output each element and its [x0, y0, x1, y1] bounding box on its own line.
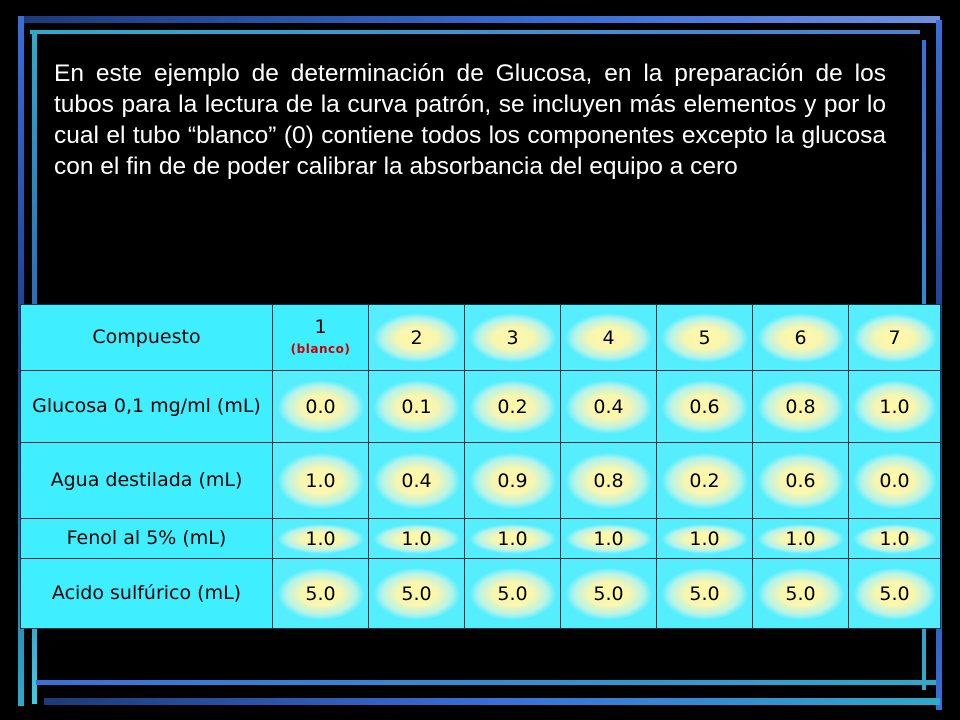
table-cell: 0.1	[368, 370, 465, 443]
frame-bottom-bar	[36, 680, 936, 685]
table-cell: 1.0	[848, 370, 941, 443]
table-cell: 1.0	[656, 518, 753, 559]
tube-1-number: 1	[314, 315, 327, 338]
header-tube: 3	[464, 304, 561, 371]
table-header-row: Compuesto 1 (blanco) 2 3 4 5 6 7	[20, 304, 941, 371]
table-cell: 0.0	[272, 370, 369, 443]
frame-top-bar-inner	[30, 30, 920, 34]
header-tube: 6	[752, 304, 849, 371]
table-cell: 1.0	[272, 518, 369, 559]
table-cell: 0.8	[752, 370, 849, 443]
table-cell: 5.0	[656, 558, 753, 629]
table-cell: 0.0	[848, 442, 941, 519]
table-cell: 0.2	[464, 370, 561, 443]
table-cell: 5.0	[272, 558, 369, 629]
table-row-agua: Agua destilada (mL) 1.0 0.4 0.9 0.8 0.2 …	[20, 442, 941, 519]
frame-top-bar	[18, 16, 940, 23]
table-row-acido: Acido sulfúrico (mL) 5.0 5.0 5.0 5.0 5.0…	[20, 558, 941, 629]
row-label: Fenol al 5% (mL)	[20, 518, 273, 559]
table-cell: 1.0	[464, 518, 561, 559]
table-cell: 0.4	[368, 442, 465, 519]
table-cell: 0.9	[464, 442, 561, 519]
table-cell: 1.0	[560, 518, 657, 559]
blanco-note: (blanco)	[290, 341, 351, 356]
header-tube-1: 1 (blanco)	[272, 304, 369, 371]
table-cell: 1.0	[848, 518, 941, 559]
row-label: Acido sulfúrico (mL)	[20, 558, 273, 629]
header-tube: 7	[848, 304, 941, 371]
table-row-glucosa: Glucosa 0,1 mg/ml (mL) 0.0 0.1 0.2 0.4 0…	[20, 370, 941, 443]
table-cell: 0.6	[656, 370, 753, 443]
row-label: Glucosa 0,1 mg/ml (mL)	[20, 370, 273, 443]
table-cell: 0.4	[560, 370, 657, 443]
table-cell: 5.0	[560, 558, 657, 629]
reagent-table: Compuesto 1 (blanco) 2 3 4 5 6 7 Glucosa…	[20, 304, 941, 629]
table-cell: 5.0	[464, 558, 561, 629]
table-cell: 1.0	[368, 518, 465, 559]
table-cell: 5.0	[752, 558, 849, 629]
table-cell: 0.8	[560, 442, 657, 519]
row-label: Agua destilada (mL)	[20, 442, 273, 519]
header-tube: 2	[368, 304, 465, 371]
table-row-fenol: Fenol al 5% (mL) 1.0 1.0 1.0 1.0 1.0 1.0…	[20, 518, 941, 559]
table-cell: 0.6	[752, 442, 849, 519]
table-cell: 1.0	[272, 442, 369, 519]
header-compuesto: Compuesto	[20, 304, 273, 371]
intro-paragraph: En este ejemplo de determinación de Gluc…	[54, 60, 886, 180]
table-cell: 1.0	[752, 518, 849, 559]
frame-bottom-bar-outer	[44, 698, 940, 705]
header-tube: 5	[656, 304, 753, 371]
header-tube: 4	[560, 304, 657, 371]
table-cell: 0.2	[656, 442, 753, 519]
table-cell: 5.0	[848, 558, 941, 629]
table-cell: 5.0	[368, 558, 465, 629]
